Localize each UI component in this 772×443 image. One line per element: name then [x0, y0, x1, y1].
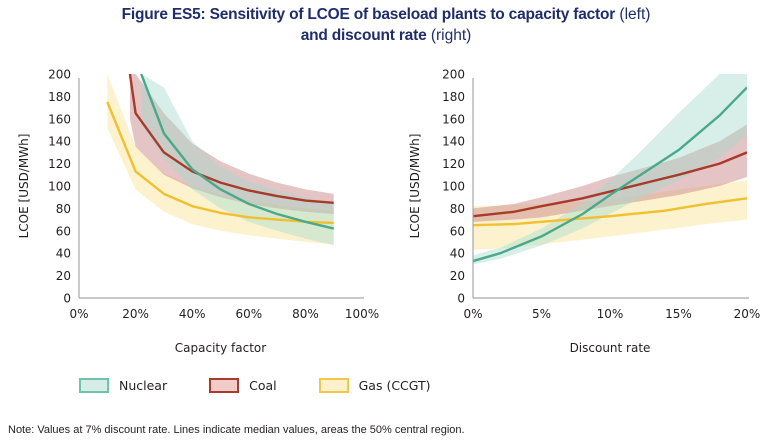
y-tick-label: 160 [442, 112, 465, 126]
x-tick-label: 10% [597, 307, 624, 321]
y-tick-label: 20 [56, 269, 71, 283]
x-tick-label: 0% [69, 307, 88, 321]
chart-left: 0 20 40 60 80 100 120 140 160 180 200 0% 20% 40% 60% 80… [17, 68, 379, 356]
y-tick-label: 140 [442, 135, 465, 149]
legend-label-gas: Gas (CCGT) [358, 378, 431, 393]
median-line-nuclear [140, 74, 334, 230]
y-tick-label: 0 [457, 292, 465, 306]
legend-item-coal: Coal [209, 378, 277, 393]
x-axis-title: Capacity factor [175, 341, 266, 355]
legend: Nuclear Coal Gas (CCGT) [79, 378, 473, 393]
y-tick-label: 0 [63, 292, 71, 306]
x-tick-label: 0% [463, 307, 482, 321]
y-tick-label: 120 [442, 157, 465, 171]
x-tick-label: 40% [179, 307, 206, 321]
band-nuclear [141, 74, 334, 246]
y-tick-label: 180 [48, 90, 71, 104]
y-tick-label: 100 [48, 180, 71, 194]
y-tick-label: 200 [442, 68, 465, 82]
legend-swatch-gas [318, 378, 349, 393]
band-nuclear [473, 74, 747, 265]
y-tick-label: 160 [48, 112, 71, 126]
title-bold-2: and discount rate [300, 27, 427, 44]
figure-note: Note: Values at 7% discount rate. Lines … [8, 424, 465, 436]
y-tick-label: 100 [442, 180, 465, 194]
x-axis-title: Discount rate [570, 341, 651, 355]
y-tick-label: 180 [442, 90, 465, 104]
y-axis-title: LCOE [USD/MWh] [17, 134, 31, 239]
chart-right: 0 20 40 60 80 100 120 140 160 180 200 0% 5% 10% 15% 20%… [408, 68, 760, 356]
legend-swatch-coal [209, 378, 240, 393]
figure-title: Figure ES5: Sensitivity of LCOE of basel… [0, 4, 772, 46]
legend-swatch-nuclear [79, 378, 109, 393]
title-light-1: (left) [619, 6, 651, 23]
y-tick-label: 80 [450, 202, 465, 216]
median-line-nuclear [473, 86, 747, 263]
band-coal [473, 124, 747, 222]
y-tick-label: 200 [48, 68, 71, 82]
median-line-gas [106, 101, 334, 225]
y-axis-title: LCOE [USD/MWh] [408, 134, 422, 239]
band-coal [129, 74, 334, 214]
title-light-2: (right) [430, 27, 472, 44]
band-gas [107, 74, 334, 245]
y-tick-label: 80 [56, 202, 71, 216]
legend-label-coal: Coal [249, 378, 277, 393]
x-tick-label: 80% [292, 307, 319, 321]
y-tick-label: 140 [48, 135, 71, 149]
title-bold-1: Figure ES5: Sensitivity of LCOE of basel… [121, 6, 616, 23]
x-tick-label: 100% [345, 307, 379, 321]
legend-item-nuclear: Nuclear [79, 378, 167, 393]
y-tick-label: 40 [450, 247, 465, 261]
y-tick-label: 120 [48, 157, 71, 171]
y-tick-label: 60 [450, 224, 465, 238]
median-line-coal [128, 74, 334, 204]
legend-label-nuclear: Nuclear [119, 378, 168, 393]
x-tick-label: 20% [734, 307, 761, 321]
x-tick-label: 60% [235, 307, 262, 321]
legend-item-gas: Gas (CCGT) [318, 378, 431, 393]
median-line-coal [473, 151, 747, 218]
x-tick-label: 20% [122, 307, 149, 321]
y-tick-label: 40 [56, 247, 71, 261]
y-tick-label: 20 [450, 269, 465, 283]
x-tick-label: 15% [665, 307, 692, 321]
y-tick-label: 60 [56, 224, 71, 238]
median-line-gas [473, 197, 747, 227]
x-tick-label: 5% [532, 307, 551, 321]
